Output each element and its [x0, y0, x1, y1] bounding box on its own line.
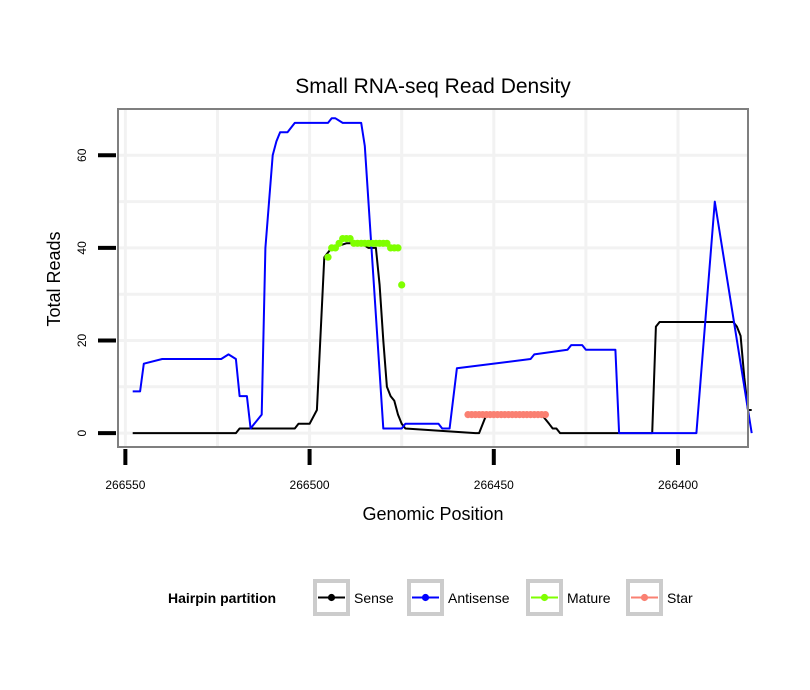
x-tick-label: 266400: [658, 478, 698, 492]
star-point: [541, 411, 550, 419]
x-tick-label: 266550: [105, 478, 145, 492]
series-sense-line: [132, 242, 752, 435]
y-axis-title: Total Reads: [44, 231, 64, 326]
legend-item-sense: Sense: [313, 579, 394, 616]
legend-key-point: [540, 593, 549, 602]
x-axis: 266550 266500 266450 266400: [105, 449, 698, 492]
plot-panel: [118, 109, 748, 447]
mature-point: [398, 281, 406, 289]
legend-key-point: [640, 593, 649, 602]
legend-label: Mature: [567, 590, 611, 606]
chart-title: Small RNA-seq Read Density: [295, 75, 571, 98]
legend-label: Antisense: [448, 590, 510, 606]
series-antisense-line: [132, 117, 753, 435]
legend: Hairpin partition Sense Antisense Mature St…: [168, 579, 693, 616]
plot-border: [117, 108, 749, 448]
legend-title: Hairpin partition: [168, 590, 276, 606]
legend-key-point: [327, 593, 336, 602]
series-mature-points: [324, 235, 406, 289]
legend-item-mature: Mature: [526, 579, 611, 616]
legend-item-star: Star: [626, 579, 693, 616]
series-layer: [132, 117, 753, 435]
x-tick-label: 266450: [474, 478, 514, 492]
legend-label: Sense: [354, 590, 394, 606]
legend-key-point: [421, 593, 430, 602]
y-tick-label: 20: [75, 334, 89, 348]
legend-item-antisense: Antisense: [407, 579, 510, 616]
series-star-points: [464, 411, 550, 419]
y-tick-label: 40: [75, 241, 89, 255]
y-tick-label: 0: [75, 429, 89, 436]
y-axis: 0 20 40 60: [75, 148, 116, 436]
legend-label: Star: [667, 590, 693, 606]
x-tick-label: 266500: [290, 478, 330, 492]
y-tick-label: 60: [75, 148, 89, 162]
x-axis-title: Genomic Position: [362, 504, 503, 524]
mature-point: [394, 244, 402, 252]
mature-point: [324, 253, 332, 261]
